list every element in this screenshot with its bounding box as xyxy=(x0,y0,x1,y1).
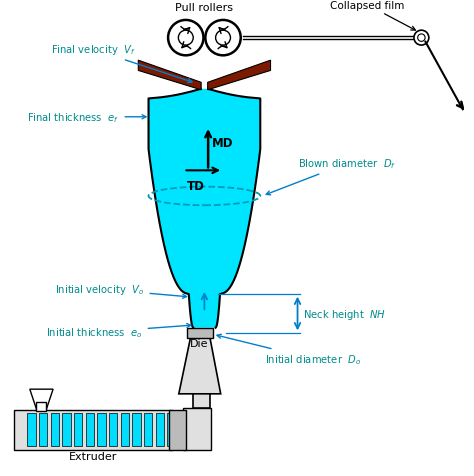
FancyBboxPatch shape xyxy=(120,414,129,446)
Circle shape xyxy=(205,21,241,56)
FancyBboxPatch shape xyxy=(132,414,141,446)
Polygon shape xyxy=(30,389,53,410)
Polygon shape xyxy=(208,61,271,90)
FancyBboxPatch shape xyxy=(63,414,71,446)
Polygon shape xyxy=(138,61,201,90)
Circle shape xyxy=(168,21,203,56)
FancyBboxPatch shape xyxy=(144,414,152,446)
FancyBboxPatch shape xyxy=(39,414,47,446)
FancyBboxPatch shape xyxy=(183,408,211,450)
FancyBboxPatch shape xyxy=(170,410,186,450)
FancyBboxPatch shape xyxy=(109,414,118,446)
FancyBboxPatch shape xyxy=(167,414,175,446)
FancyBboxPatch shape xyxy=(74,414,82,446)
Circle shape xyxy=(418,35,425,42)
FancyBboxPatch shape xyxy=(51,414,59,446)
Text: Pull rollers: Pull rollers xyxy=(175,2,233,12)
Text: Die: Die xyxy=(190,338,208,348)
Text: MD: MD xyxy=(212,137,233,149)
Text: TD: TD xyxy=(187,179,205,192)
Text: Initial velocity  $V_o$: Initial velocity $V_o$ xyxy=(55,282,187,298)
FancyBboxPatch shape xyxy=(155,414,164,446)
Text: Initial thickness  $e_o$: Initial thickness $e_o$ xyxy=(46,324,191,339)
FancyBboxPatch shape xyxy=(13,410,172,450)
Circle shape xyxy=(178,31,193,46)
FancyBboxPatch shape xyxy=(97,414,106,446)
Circle shape xyxy=(216,31,230,46)
FancyBboxPatch shape xyxy=(187,328,213,338)
Text: Final velocity  $V_f$: Final velocity $V_f$ xyxy=(51,43,192,83)
Text: Initial diameter  $D_o$: Initial diameter $D_o$ xyxy=(217,335,361,366)
FancyBboxPatch shape xyxy=(193,347,210,408)
Text: Final thickness  $e_f$: Final thickness $e_f$ xyxy=(27,110,146,124)
Text: Collapsed film: Collapsed film xyxy=(330,0,415,31)
Text: Extruder: Extruder xyxy=(68,451,117,461)
FancyBboxPatch shape xyxy=(36,402,46,411)
Polygon shape xyxy=(179,338,221,394)
FancyBboxPatch shape xyxy=(27,414,36,446)
Polygon shape xyxy=(148,89,260,328)
FancyBboxPatch shape xyxy=(86,414,94,446)
Circle shape xyxy=(414,31,429,46)
Text: Blown diameter  $D_f$: Blown diameter $D_f$ xyxy=(266,157,396,196)
Text: Neck height  $NH$: Neck height $NH$ xyxy=(303,307,386,321)
